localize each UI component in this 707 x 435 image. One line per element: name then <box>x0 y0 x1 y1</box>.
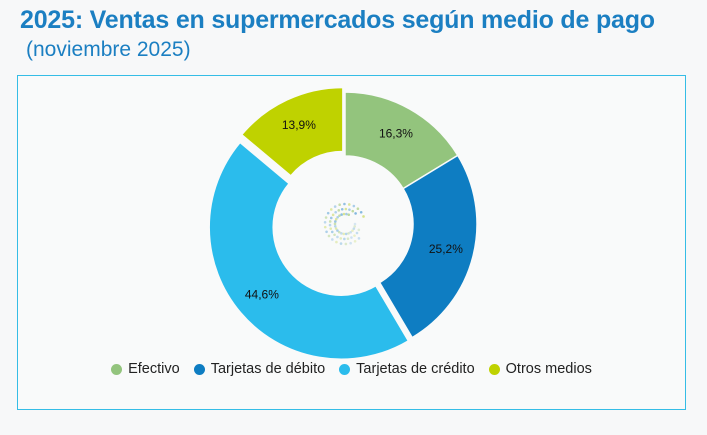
legend-swatch <box>488 363 500 375</box>
legend-swatch <box>339 363 351 375</box>
legend: Efectivo Tarjetas de débito Tarjetas de … <box>18 361 685 377</box>
data-label: 25,2% <box>429 242 463 256</box>
legend-label: Otros medios <box>505 361 592 377</box>
donut-chart: 16,3% 25,2% 44,6% 13,9% <box>208 86 478 360</box>
legend-label: Tarjetas de crédito <box>356 361 475 377</box>
data-label: 44,6% <box>245 288 279 302</box>
legend-swatch <box>193 363 205 375</box>
data-label: 13,9% <box>282 118 316 132</box>
legend-item-efectivo[interactable]: Efectivo <box>111 361 180 377</box>
chart-title: 2025: Ventas en supermercados según medi… <box>20 6 655 34</box>
donut-slice-3[interactable] <box>208 141 410 360</box>
legend-item-debito[interactable]: Tarjetas de débito <box>193 361 326 377</box>
legend-item-credito[interactable]: Tarjetas de crédito <box>339 361 475 377</box>
chart-container: 16,3% 25,2% 44,6% 13,9% Efectivo Tarjetas d… <box>17 75 686 410</box>
legend-label: Efectivo <box>128 361 180 377</box>
data-label: 16,3% <box>379 126 413 140</box>
donut-slice-2[interactable] <box>378 154 478 339</box>
legend-label: Tarjetas de débito <box>210 361 326 377</box>
logo-dots-icon <box>323 202 365 246</box>
chart-subtitle: (noviembre 2025) <box>26 38 191 61</box>
legend-swatch <box>111 363 123 375</box>
donut-slice-4[interactable] <box>240 86 344 177</box>
legend-item-otros[interactable]: Otros medios <box>488 361 592 377</box>
